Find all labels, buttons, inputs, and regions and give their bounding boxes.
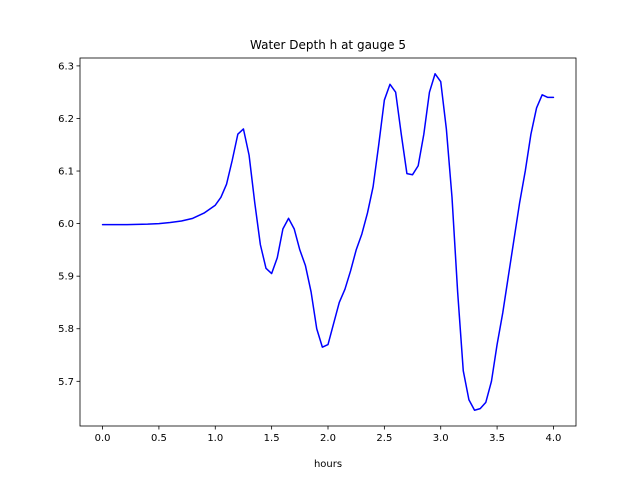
plot-area <box>79 57 577 427</box>
x-tick-label: 2.0 <box>320 433 336 444</box>
x-tick-label: 4.0 <box>546 433 562 444</box>
y-tick-label: 5.7 <box>58 377 74 388</box>
y-axis: 5.7 5.8 5.9 6.0 6.1 6.2 6.3 <box>58 61 80 388</box>
chart-title: Water Depth h at gauge 5 <box>250 38 406 52</box>
x-axis: 0.0 0.5 1.0 1.5 2.0 2.5 3.0 3.5 4.0 <box>95 426 562 444</box>
plot-background <box>80 58 576 426</box>
x-tick-label: 3.0 <box>433 433 449 444</box>
x-tick-label: 2.5 <box>376 433 392 444</box>
y-tick-label: 5.9 <box>58 272 74 283</box>
y-tick-label: 6.1 <box>58 167 74 178</box>
y-tick-label: 6.2 <box>58 114 74 125</box>
x-tick-label: 1.0 <box>207 433 223 444</box>
x-tick-label: 3.5 <box>489 433 505 444</box>
x-tick-label: 0.5 <box>151 433 167 444</box>
y-tick-label: 5.8 <box>58 324 74 335</box>
y-tick-label: 6.0 <box>58 219 74 230</box>
x-axis-label: hours <box>314 459 342 470</box>
x-tick-label: 0.0 <box>95 433 111 444</box>
y-tick-label: 6.3 <box>58 61 74 72</box>
x-tick-label: 1.5 <box>264 433 280 444</box>
series-line-0 <box>101 73 555 411</box>
